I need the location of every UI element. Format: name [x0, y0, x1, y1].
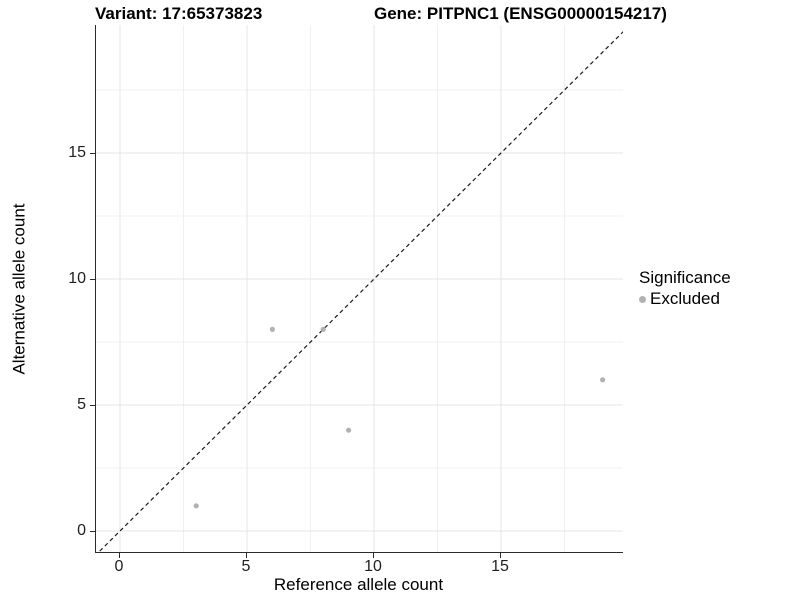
data-point: [193, 503, 199, 509]
data-point: [320, 326, 326, 332]
data-point: [346, 427, 352, 433]
x-tick-mark: [246, 553, 247, 558]
y-tick-label: 0: [77, 522, 86, 539]
legend-item-label: Excluded: [650, 289, 720, 308]
x-tick-mark: [500, 553, 501, 558]
x-tick-label: 10: [364, 558, 382, 575]
plot-panel: [95, 25, 623, 553]
y-tick-mark: [90, 279, 95, 280]
y-tick-label: 5: [77, 396, 86, 413]
x-tick-label: 0: [114, 558, 124, 575]
x-tick-label: 15: [491, 558, 509, 575]
y-axis-title: Alternative allele count: [9, 203, 29, 375]
data-point: [600, 377, 606, 383]
x-tick-mark: [373, 553, 374, 558]
y-tick-mark: [90, 405, 95, 406]
identity-line: [97, 31, 623, 552]
y-tick-mark: [90, 531, 95, 532]
legend-items: Excluded: [639, 289, 731, 309]
x-axis-title: Reference allele count: [273, 575, 444, 594]
data-point: [269, 326, 275, 332]
gene-title: Gene: PITPNC1 (ENSG00000154217): [374, 4, 667, 23]
y-tick-label: 10: [68, 270, 86, 287]
legend-item: Excluded: [639, 289, 731, 309]
x-tick-mark: [119, 553, 120, 558]
plot-area: [96, 25, 623, 552]
legend: Significance Excluded: [639, 267, 731, 309]
legend-title: Significance: [639, 268, 731, 287]
y-tick-mark: [90, 153, 95, 154]
y-tick-label: 15: [68, 144, 86, 161]
variant-title: Variant: 17:65373823: [95, 4, 263, 23]
x-tick-label: 5: [241, 558, 251, 575]
legend-point-icon: [639, 295, 646, 303]
